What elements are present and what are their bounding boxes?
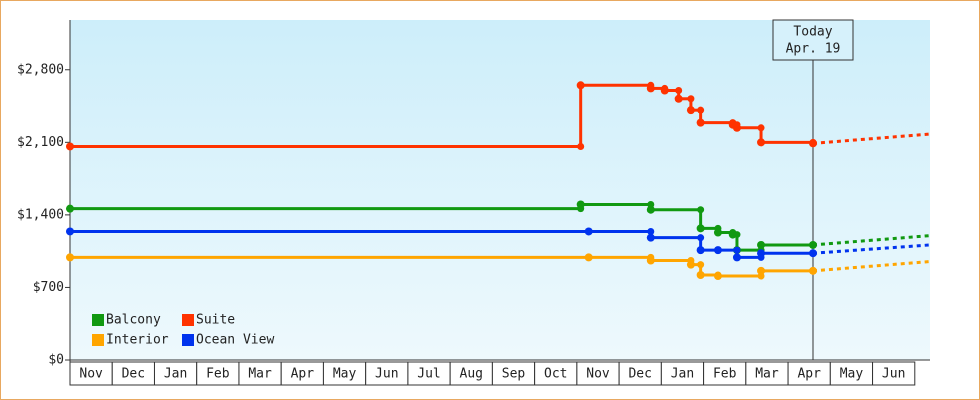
point-prev xyxy=(585,253,593,261)
y-tick-label: $700 xyxy=(33,280,64,295)
today-box xyxy=(772,19,854,61)
point-prev xyxy=(697,206,705,214)
point-prev xyxy=(661,84,669,92)
point-prev xyxy=(809,241,817,249)
x-tick-label: Dec xyxy=(628,367,651,382)
x-tick-label: Apr xyxy=(291,367,315,382)
series xyxy=(66,227,931,262)
x-tick-label: Jul xyxy=(417,367,440,382)
plot-area xyxy=(70,20,930,360)
point xyxy=(696,118,705,127)
x-tick-label: Apr xyxy=(797,367,821,382)
point-prev xyxy=(647,253,655,261)
series xyxy=(66,200,931,255)
point xyxy=(646,233,655,242)
point xyxy=(696,224,705,233)
x-tick-label: Nov xyxy=(586,367,610,382)
y-tick-label: $0 xyxy=(48,353,64,368)
point xyxy=(696,271,705,279)
point-prev xyxy=(714,246,722,254)
point-prev xyxy=(714,224,722,232)
series xyxy=(66,81,931,151)
y-tick-label: $1,400 xyxy=(17,207,64,222)
point-prev xyxy=(577,142,585,150)
point xyxy=(757,266,766,275)
x-tick-label: Mar xyxy=(755,367,779,382)
x-tick-label: Jan xyxy=(164,367,187,382)
legend-label: Suite xyxy=(196,313,235,328)
point xyxy=(646,205,655,214)
x-tick-label: Nov xyxy=(79,367,103,382)
forecast-line xyxy=(812,234,931,247)
x-tick-label: May xyxy=(333,367,357,382)
x-tick-label: Feb xyxy=(206,367,230,382)
legend-swatch xyxy=(92,314,104,326)
point-prev xyxy=(647,227,655,235)
point xyxy=(66,204,74,213)
point-prev xyxy=(647,201,655,209)
x-tick-label: Dec xyxy=(122,367,145,382)
forecast-line xyxy=(812,132,931,145)
x-tick-label: Oct xyxy=(544,367,567,382)
x-tick-label: Mar xyxy=(248,367,272,382)
point xyxy=(66,227,74,236)
y-tick-label: $2,800 xyxy=(17,62,64,77)
point-prev xyxy=(647,81,655,89)
point-prev xyxy=(687,256,695,264)
today-date: Apr. 19 xyxy=(786,42,841,57)
forecast-line xyxy=(812,260,931,273)
point xyxy=(66,142,74,151)
point-prev xyxy=(697,261,705,269)
point xyxy=(674,94,683,103)
point-prev xyxy=(757,124,765,132)
point xyxy=(757,138,766,147)
point-prev xyxy=(757,253,765,261)
point-prev xyxy=(687,95,695,103)
x-tick-label: Jan xyxy=(671,367,694,382)
point-prev xyxy=(577,205,585,213)
point xyxy=(732,253,741,262)
x-tick-label: Jun xyxy=(375,367,398,382)
point-prev xyxy=(733,246,741,254)
x-tick-label: Feb xyxy=(713,367,737,382)
point-prev xyxy=(809,249,817,257)
x-tick-label: Sep xyxy=(502,367,526,382)
today-label: Today xyxy=(793,25,832,40)
point-prev xyxy=(809,267,817,275)
point-prev xyxy=(675,86,683,94)
series xyxy=(66,253,931,281)
legend-swatch xyxy=(182,334,194,346)
y-tick-label: $2,100 xyxy=(17,135,64,150)
point-prev xyxy=(714,271,722,279)
point-prev xyxy=(809,138,817,146)
legend-label: Ocean View xyxy=(196,333,274,348)
x-tick-label: May xyxy=(840,367,864,382)
x-tick-label: Jun xyxy=(882,367,905,382)
point-prev xyxy=(733,231,741,239)
legend-swatch xyxy=(92,334,104,346)
point-prev xyxy=(757,272,765,280)
legend-swatch xyxy=(182,314,194,326)
legend-label: Balcony xyxy=(106,313,161,328)
point-prev xyxy=(697,106,705,114)
x-cell xyxy=(872,361,916,386)
point xyxy=(66,253,74,262)
point xyxy=(757,240,766,249)
point xyxy=(686,106,695,115)
x-tick-label: Aug xyxy=(460,367,483,382)
point xyxy=(696,246,705,255)
point-prev xyxy=(585,227,593,235)
point-prev xyxy=(697,234,705,242)
point xyxy=(576,81,585,90)
legend-label: Interior xyxy=(106,333,169,348)
point-prev xyxy=(733,121,741,129)
forecast-line xyxy=(812,243,931,255)
